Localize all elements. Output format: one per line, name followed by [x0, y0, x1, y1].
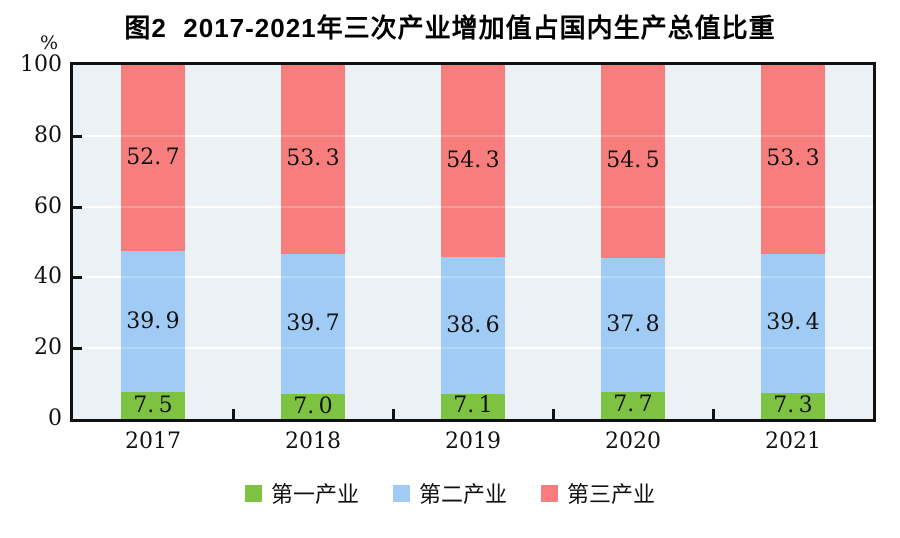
- stacked-bar-2020: 54. 5 37. 8 7. 7: [601, 65, 665, 419]
- value-label: 53. 3: [766, 146, 820, 172]
- y-tick-label: 20: [34, 335, 62, 361]
- bar-segment: 39. 9: [121, 251, 185, 393]
- year-label: 2019: [445, 429, 501, 454]
- y-axis-tick-labels: 0 20 40 60 80 100: [0, 0, 62, 538]
- stacked-bar-2021: 53. 3 39. 4 7. 3: [761, 65, 825, 419]
- gridline-overlay: [73, 134, 873, 137]
- bar-column-2021: 53. 3 39. 4 7. 3: [713, 65, 873, 419]
- year-label: 2021: [765, 429, 821, 454]
- stacked-bar-2017: 52. 7 39. 9 7. 5: [121, 65, 185, 419]
- year-label: 2018: [285, 429, 341, 454]
- y-axis-unit-label: %: [40, 32, 59, 54]
- value-label: 54. 5: [606, 148, 660, 174]
- gridline-overlay: [73, 347, 873, 350]
- plot-area: 52. 7 39. 9 7. 5 53. 3 39. 7 7. 0 54. 3 38. 6 7.…: [70, 62, 876, 422]
- year-label: 2020: [605, 429, 661, 454]
- value-label: 7. 3: [773, 393, 813, 419]
- bar-segment: 38. 6: [441, 257, 505, 394]
- bar-column-2020: 54. 5 37. 8 7. 7: [553, 65, 713, 419]
- value-label: 7. 5: [133, 392, 173, 418]
- legend-label: 第三产业: [567, 483, 656, 508]
- bar-segment: 39. 4: [761, 253, 825, 394]
- y-axis-tick: [73, 134, 82, 138]
- y-axis-tick: [73, 347, 82, 351]
- legend-label: 第二产业: [418, 483, 507, 508]
- bars-container: 52. 7 39. 9 7. 5 53. 3 39. 7 7. 0 54. 3 38. 6 7.…: [73, 65, 873, 419]
- y-tick-label: 100: [20, 52, 62, 77]
- chart-title: 图2 2017-2021年三次产业增加值占国内生产总值比重: [124, 13, 776, 43]
- bar-segment: 52. 7: [121, 65, 185, 252]
- value-label: 38. 6: [446, 312, 500, 338]
- y-axis-tick: [73, 205, 82, 209]
- gridline-overlay: [73, 205, 873, 208]
- y-tick-label: 60: [34, 193, 62, 219]
- stacked-bar-2018: 53. 3 39. 7 7. 0: [281, 65, 345, 419]
- bar-column-2018: 53. 3 39. 7 7. 0: [233, 65, 393, 419]
- bar-column-2019: 54. 3 38. 6 7. 1: [393, 65, 553, 419]
- legend-item: 第二产业: [392, 477, 507, 509]
- legend-swatch: [541, 484, 558, 502]
- value-label: 52. 7: [126, 145, 180, 171]
- value-label: 7. 1: [453, 393, 493, 419]
- bar-segment: 7. 5: [121, 392, 185, 419]
- stacked-bar-2019: 54. 3 38. 6 7. 1: [441, 65, 505, 419]
- legend-label: 第一产业: [270, 483, 359, 508]
- legend-item: 第三产业: [541, 477, 655, 509]
- bar-segment: 7. 0: [281, 394, 345, 419]
- value-label: 7. 0: [293, 393, 333, 419]
- bar-column-2017: 52. 7 39. 9 7. 5: [73, 65, 233, 419]
- bar-segment: 54. 5: [601, 65, 665, 258]
- bar-segment: 54. 3: [441, 65, 505, 258]
- legend: 第一产业 第二产业 第三产业: [0, 477, 900, 509]
- bar-segment: 7. 7: [601, 391, 665, 419]
- x-axis-tick: [712, 409, 715, 419]
- x-axis-tick: [232, 409, 235, 419]
- x-axis-labels: 2017 2018 2019 2020 2021: [73, 429, 873, 454]
- y-tick-label: 80: [34, 122, 62, 148]
- x-axis-tick: [392, 409, 395, 419]
- legend-swatch: [392, 484, 410, 502]
- gridline-overlay: [73, 276, 873, 279]
- bar-segment: 7. 3: [761, 393, 825, 419]
- bar-segment: 7. 1: [441, 393, 505, 419]
- value-label: 37. 8: [606, 311, 660, 337]
- bar-segment: 53. 3: [761, 65, 825, 254]
- value-label: 39. 7: [286, 310, 340, 336]
- year-label: 2017: [125, 429, 181, 454]
- value-label: 53. 3: [286, 146, 340, 172]
- legend-item: 第一产业: [244, 477, 359, 509]
- value-label: 39. 4: [766, 310, 820, 336]
- legend-swatch: [244, 484, 262, 502]
- value-label: 54. 3: [446, 148, 500, 174]
- value-label: 7. 7: [613, 392, 653, 418]
- x-axis-tick: [552, 409, 555, 419]
- y-tick-label: 0: [48, 406, 62, 431]
- bar-segment: 39. 7: [281, 253, 345, 395]
- value-label: 39. 9: [126, 308, 180, 334]
- bar-segment: 37. 8: [601, 257, 665, 392]
- bar-segment: 53. 3: [281, 65, 345, 254]
- y-tick-label: 40: [34, 264, 62, 290]
- y-axis-tick: [73, 276, 82, 280]
